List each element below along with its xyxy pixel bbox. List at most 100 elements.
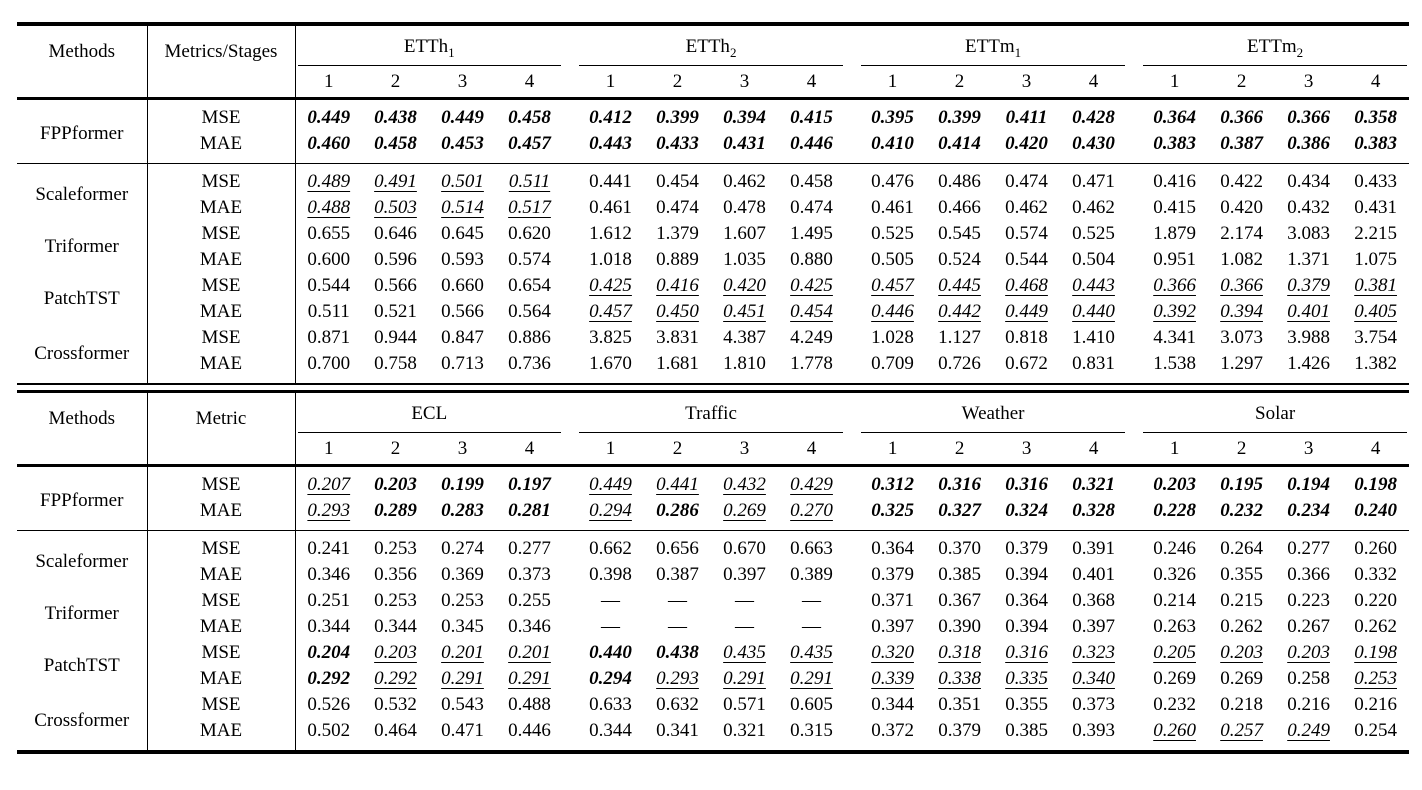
value-cell: 0.203 xyxy=(1287,642,1330,663)
value-cell: 0.379 xyxy=(938,720,981,741)
value-cell: 0.564 xyxy=(508,301,551,322)
value-cell: 0.395 xyxy=(859,97,927,131)
value-cell: 0.253 xyxy=(362,530,429,562)
value-cell: 0.435 xyxy=(790,642,833,663)
value-cell: 0.197 xyxy=(496,464,564,498)
value-cell: 0.405 xyxy=(1354,301,1397,322)
value-cell: 0.433 xyxy=(656,133,699,154)
metric-label: MAE xyxy=(147,718,296,752)
value-cell: — xyxy=(601,616,621,637)
value-cell: 0.443 xyxy=(589,133,632,154)
value-cell: 0.367 xyxy=(938,590,981,611)
value-cell: 0.458 xyxy=(778,163,846,195)
stage-header: 1 xyxy=(605,437,616,459)
value-cell: 0.457 xyxy=(589,301,632,322)
column-spacer xyxy=(1127,221,1141,247)
value-cell: 0.262 xyxy=(1220,616,1263,637)
stage-header: 4 xyxy=(524,437,535,459)
value-cell: 4.249 xyxy=(790,327,833,348)
value-cell: 0.818 xyxy=(1005,327,1048,348)
value-cell: 0.383 xyxy=(1354,133,1397,154)
value-cell: 0.264 xyxy=(1208,530,1276,562)
value-cell: 0.344 xyxy=(374,616,417,637)
value-cell: 0.370 xyxy=(926,530,994,562)
value-cell: 0.401 xyxy=(1287,301,1330,322)
column-spacer xyxy=(845,221,859,247)
value-cell: 0.269 xyxy=(1220,668,1263,689)
value-cell: 0.449 xyxy=(577,464,645,498)
value-cell: 1.495 xyxy=(790,223,833,244)
value-cell: 3.988 xyxy=(1287,327,1330,348)
table-head: Methods Metrics/Stages ETTh1 ETTh2 ETTm1 ETTm… xyxy=(17,24,1409,99)
value-cell: 1.810 xyxy=(723,353,766,374)
column-spacer xyxy=(845,131,859,164)
dataset-header: ECL xyxy=(295,392,563,433)
header-row-stages: 1 2 3 4 1 2 3 4 1 2 3 4 1 2 3 4 xyxy=(17,433,1409,466)
value-cell: 0.327 xyxy=(938,500,981,521)
value-cell: 0.281 xyxy=(508,500,551,521)
value-cell: 0.251 xyxy=(307,590,351,611)
column-spacer xyxy=(563,163,578,195)
value-cell: 0.364 xyxy=(859,530,927,562)
value-cell: 0.670 xyxy=(711,530,779,562)
value-cell: 0.464 xyxy=(374,720,417,741)
value-cell: 2.174 xyxy=(1220,223,1263,244)
value-cell: 0.545 xyxy=(938,223,981,244)
value-cell: 0.433 xyxy=(1342,163,1410,195)
column-spacer xyxy=(845,640,859,666)
method-group: Scaleformer MSE 0.489 0.491 0.501 0.511 0.441 0… xyxy=(17,163,1410,384)
value-cell: 0.461 xyxy=(871,197,914,218)
value-cell: 0.466 xyxy=(938,197,981,218)
column-spacer xyxy=(845,718,859,752)
value-cell: 0.277 xyxy=(496,530,564,562)
method-name: Scaleformer xyxy=(17,530,148,588)
value-cell: 0.441 xyxy=(644,464,712,498)
value-cell: 0.270 xyxy=(790,500,833,521)
value-cell: 0.593 xyxy=(441,249,484,270)
value-cell: 0.430 xyxy=(1072,133,1115,154)
value-cell: — xyxy=(802,616,822,637)
value-cell: 4.341 xyxy=(1153,327,1196,348)
dataset-header: Traffic xyxy=(577,392,845,433)
value-cell: 0.422 xyxy=(1208,163,1276,195)
value-cell: 0.293 xyxy=(307,500,351,521)
value-cell: 0.291 xyxy=(508,668,551,689)
dataset-subscript: 1 xyxy=(1014,44,1022,60)
value-cell: 3.083 xyxy=(1287,223,1330,244)
value-cell: 0.505 xyxy=(871,249,914,270)
value-cell: 0.504 xyxy=(1072,249,1115,270)
metric-label: MAE xyxy=(147,666,296,692)
value-cell: 0.951 xyxy=(1153,249,1196,270)
column-spacer xyxy=(563,247,577,273)
value-cell: 1.607 xyxy=(723,223,766,244)
stage-header: 2 xyxy=(954,70,965,92)
metric-label: MSE xyxy=(147,530,296,562)
metric-label: MSE xyxy=(147,273,296,299)
value-cell: 0.269 xyxy=(1153,668,1196,689)
value-cell: — xyxy=(668,590,688,611)
value-cell: 0.758 xyxy=(374,353,417,374)
table-row: MAE 0.502 0.464 0.471 0.446 0.344 0.341 0.321 0.… xyxy=(17,718,1409,752)
value-cell: 1.670 xyxy=(589,353,632,374)
method-name: Scaleformer xyxy=(17,163,148,221)
column-spacer xyxy=(563,97,578,131)
value-cell: 0.449 xyxy=(1005,301,1048,322)
value-cell: 0.574 xyxy=(1005,223,1048,244)
value-cell: 0.379 xyxy=(871,564,914,585)
value-cell: 0.457 xyxy=(871,275,914,296)
value-cell: 0.605 xyxy=(790,694,833,715)
dataset-name: Solar xyxy=(1143,395,1408,433)
value-cell: 0.399 xyxy=(644,97,712,131)
column-spacer xyxy=(1127,498,1141,531)
value-cell: 0.393 xyxy=(1072,720,1115,741)
metric-label: MAE xyxy=(147,299,296,325)
column-spacer xyxy=(845,273,859,299)
value-cell: 0.524 xyxy=(938,249,981,270)
value-cell: 0.880 xyxy=(790,249,833,270)
value-cell: 0.198 xyxy=(1342,464,1410,498)
value-cell: 1.426 xyxy=(1287,353,1330,374)
value-cell: 0.255 xyxy=(508,590,551,611)
value-cell: — xyxy=(601,590,621,611)
metric-label: MSE xyxy=(147,221,296,247)
value-cell: 3.825 xyxy=(589,327,632,348)
